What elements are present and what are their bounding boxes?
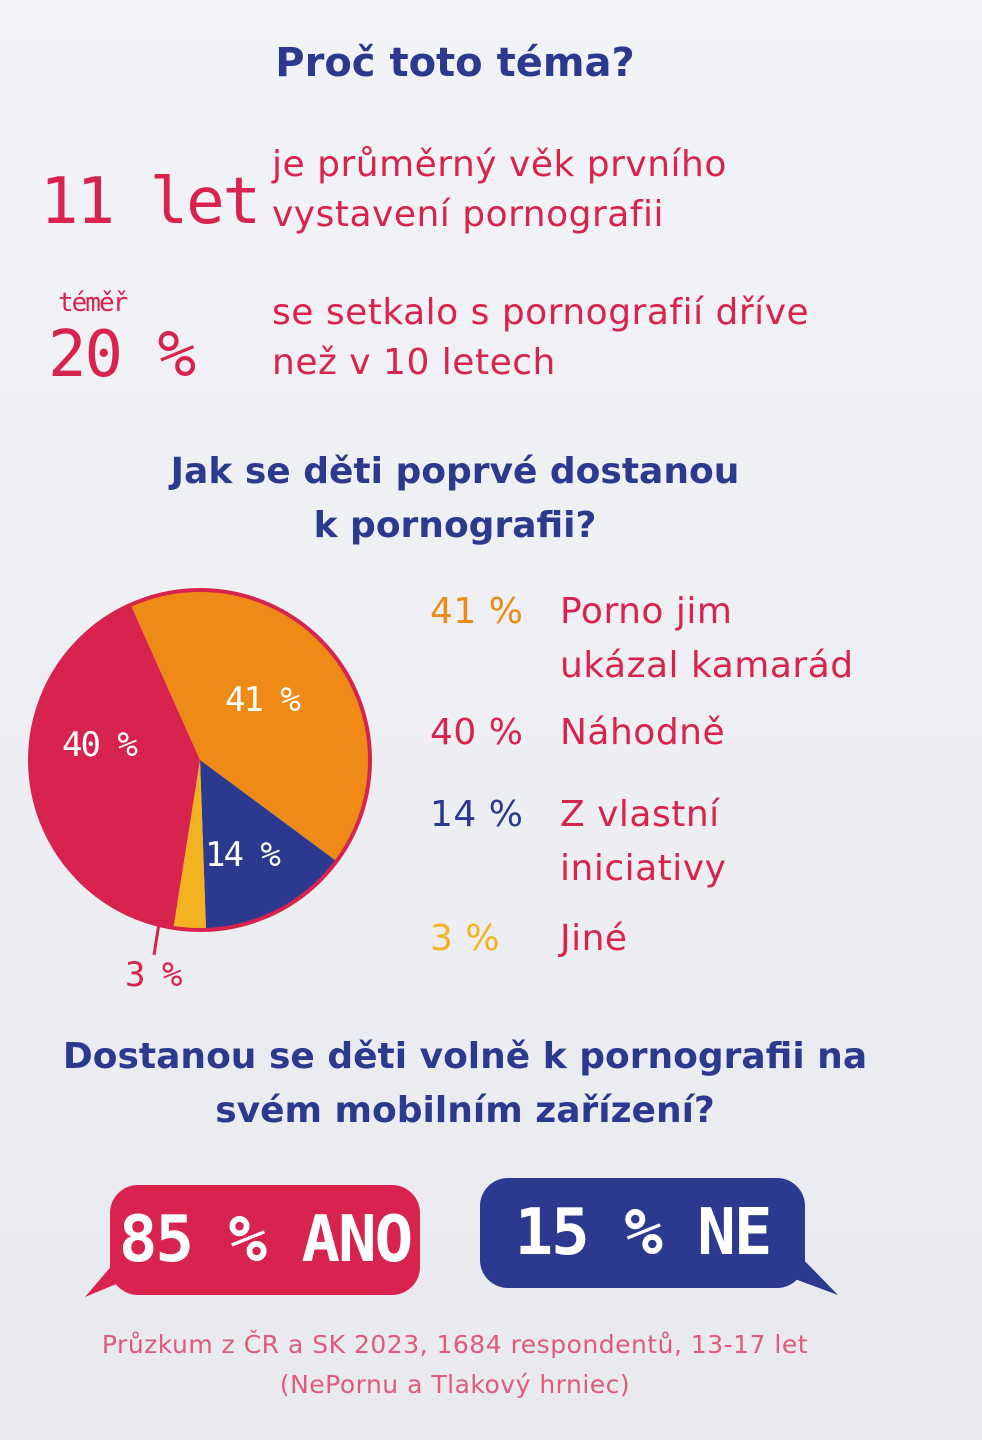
source-note: Průzkum z ČR a SK 2023, 1684 respondentů… bbox=[0, 1325, 910, 1405]
stat-text-age: je průměrný věk prvního vystavení pornog… bbox=[272, 140, 727, 240]
legend-label-friend-line2: ukázal kamarád bbox=[560, 645, 854, 686]
pie-slice-friend bbox=[130, 590, 370, 862]
legend-label-other: Jiné bbox=[560, 918, 628, 959]
stat-text-percent-line1: se setkalo s pornografií dříve bbox=[272, 292, 810, 333]
legend-label-initiative-line2: iniciativy bbox=[560, 848, 727, 889]
pie-label-3: 3 % bbox=[125, 955, 182, 995]
pie-slice-initiative bbox=[200, 760, 337, 930]
answer-yes-badge: 85 % ANO bbox=[110, 1185, 420, 1295]
page-title: Proč toto téma? bbox=[275, 40, 635, 86]
legend-label-friend: Porno jim ukázal kamarád bbox=[560, 585, 854, 693]
legend-pct-14: 14 % bbox=[430, 794, 524, 835]
legend-label-accident: Náhodně bbox=[560, 712, 726, 753]
legend-label-friend-line1: Porno jim bbox=[560, 591, 733, 632]
stat-value-percent: 20 % bbox=[48, 318, 196, 392]
pie-chart bbox=[28, 588, 372, 932]
legend-pct-40: 40 % bbox=[430, 712, 524, 753]
pie-outline bbox=[28, 588, 372, 932]
pie-title-line1: Jak se děti poprvé dostanou bbox=[170, 451, 740, 492]
stat-text-percent: se setkalo s pornografií dříve než v 10 … bbox=[272, 288, 809, 388]
legend-item-friend: 41 % Porno jim ukázal kamarád bbox=[0, 585, 982, 695]
source-line1: Průzkum z ČR a SK 2023, 1684 respondentů… bbox=[101, 1330, 809, 1359]
pie-section-title: Jak se děti poprvé dostanou k pornografi… bbox=[0, 445, 910, 553]
stat-prefix: téměř bbox=[58, 288, 128, 318]
legend-item-other: 3 % Jiné bbox=[0, 912, 982, 968]
pie-slice-accident bbox=[29, 604, 200, 928]
stat-text-age-line2: vystavení pornografii bbox=[272, 194, 665, 235]
legend-item-initiative: 14 % Z vlastní iniciativy bbox=[0, 788, 982, 898]
small-slice-leader bbox=[152, 916, 162, 956]
legend-label-initiative-line1: Z vlastní bbox=[560, 794, 720, 835]
pie-slice-other bbox=[173, 760, 207, 930]
pie-label-41: 41 % bbox=[225, 680, 301, 720]
question-line2: svém mobilním zařízení? bbox=[215, 1090, 715, 1131]
pie-label-40: 40 % bbox=[62, 725, 138, 765]
legend-label-initiative: Z vlastní iniciativy bbox=[560, 788, 726, 896]
answer-no-badge: 15 % NE bbox=[480, 1178, 805, 1288]
stat-text-age-line1: je průměrný věk prvního bbox=[272, 144, 727, 185]
source-line2: (NePornu a Tlakový hrniec) bbox=[279, 1370, 631, 1399]
pie-label-14: 14 % bbox=[205, 835, 281, 875]
stat-text-percent-line2: než v 10 letech bbox=[272, 342, 556, 383]
legend-pct-41: 41 % bbox=[430, 591, 524, 632]
legend-item-accident: 40 % Náhodně bbox=[0, 706, 982, 762]
mobile-question: Dostanou se děti volně k pornografii na … bbox=[0, 1030, 930, 1138]
stat-value-age: 11 let bbox=[40, 165, 261, 239]
question-line1: Dostanou se děti volně k pornografii na bbox=[62, 1036, 868, 1077]
legend-pct-3: 3 % bbox=[430, 918, 501, 959]
pie-title-line2: k pornografii? bbox=[313, 505, 597, 546]
